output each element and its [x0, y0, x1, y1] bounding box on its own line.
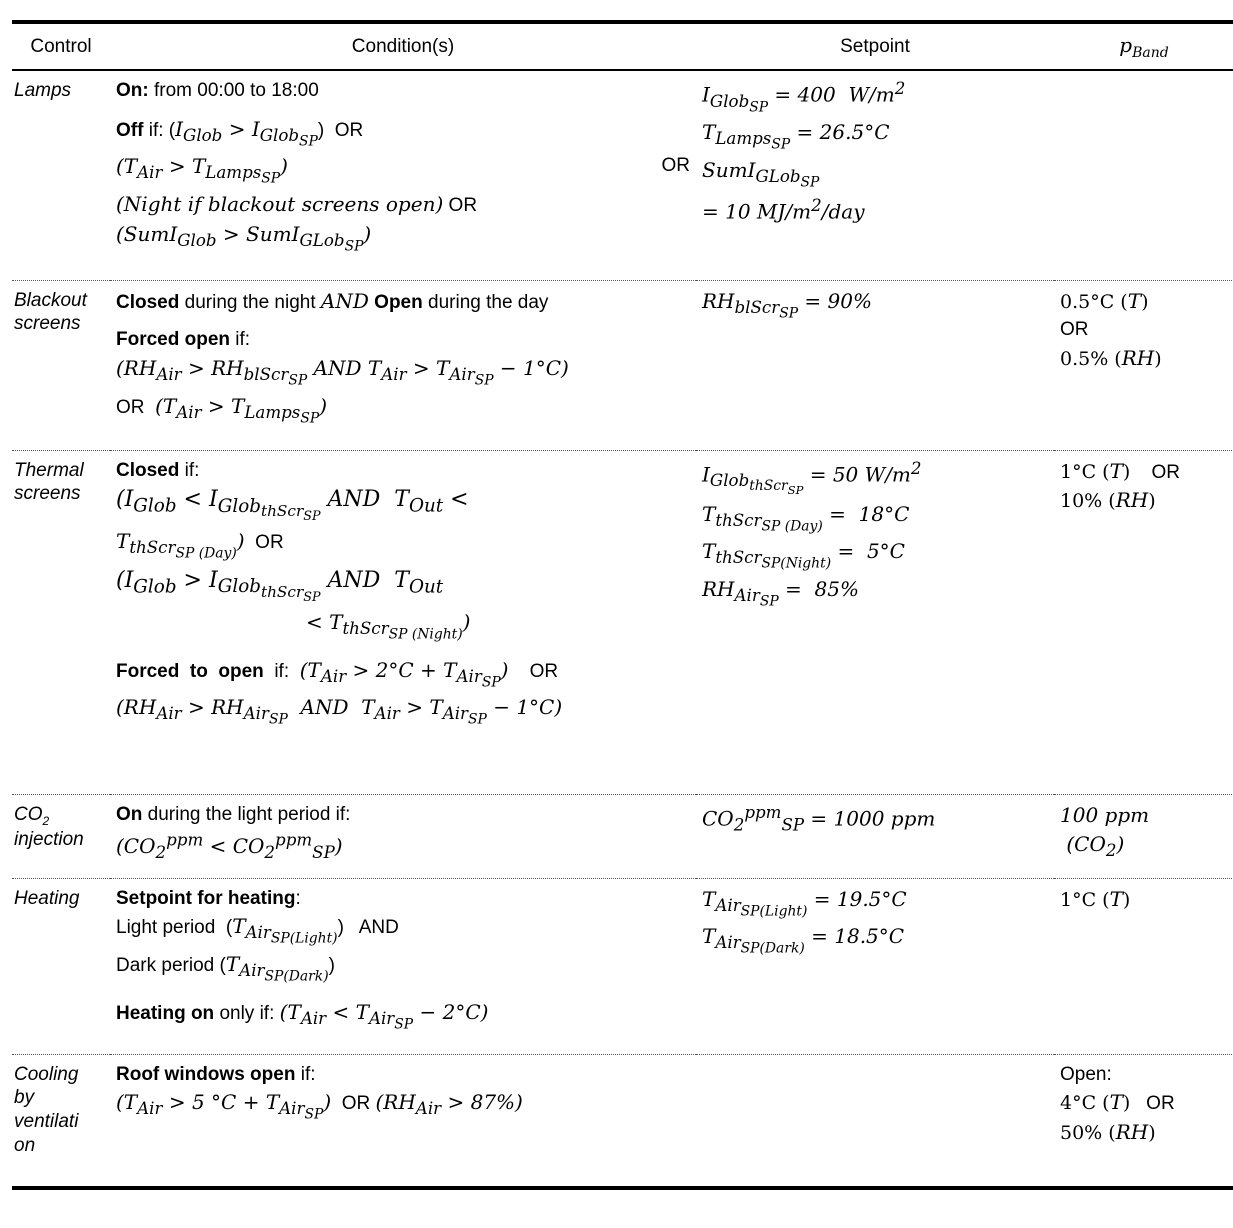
setpoint-line: = 10 MJ/m2/day — [702, 195, 865, 224]
band-line: (CO2) — [1060, 831, 1125, 860]
control-cell: Heating — [14, 887, 80, 909]
table-row-co2-injection: CO2 injection On during the light period… — [12, 794, 1233, 879]
setpoint-line: TAirSP(Light) = 19.5°C — [702, 886, 907, 920]
control-cell: CO2 injection — [14, 803, 84, 851]
condition-line: Heating on only if: (TAir < TAirSP − 2°C… — [116, 999, 489, 1033]
conditions-cell: Closed if: (IGlob < IGlobthScrSP AND TOu… — [110, 450, 696, 794]
band-line: 0.5°C (T) — [1060, 288, 1149, 313]
band-cell: 1°C (T) OR 10% (RH) — [1054, 450, 1233, 794]
condition-line: (TAir > 5 °C + TAirSP) OR (RHAir > 87%) — [116, 1090, 523, 1123]
condition-line: OR (TAir > TLampsSP) — [116, 393, 328, 427]
header-band: pBand — [1119, 32, 1169, 61]
condition-line: (TAir > TLampsSP) OR — [116, 154, 690, 187]
setpoint-line: TLampsSP = 26.5°C — [702, 120, 890, 153]
band-cell — [1054, 70, 1233, 280]
control-table: Control Condition(s) Setpoint pBand Lamp… — [12, 20, 1233, 1190]
condition-line: Forced open if: — [116, 329, 251, 351]
table-row-cooling: Cooling by ventilati on Roof windows open i… — [12, 1054, 1233, 1189]
setpoint-line: RHAirSP = 85% — [702, 577, 859, 610]
band-line: Open: — [1060, 1063, 1112, 1085]
setpoint-cell — [696, 1054, 1054, 1188]
setpoint-line: SumIGLobSP — [702, 158, 820, 191]
header-setpoint: Setpoint — [840, 35, 910, 57]
setpoint-line: TthScrSP(Night) = 5°C — [702, 539, 905, 572]
condition-line: (IGlob > IGlobthScrSP AND TOut — [116, 567, 444, 606]
condition-line: Setpoint for heating: — [116, 887, 301, 909]
conditions-cell: Closed during the night AND Open during … — [110, 280, 696, 450]
setpoint-line: RHblScrSP = 90% — [702, 288, 872, 321]
setpoint-cell: CO2ppmSP = 1000 ppm — [696, 794, 1054, 878]
condition-line: Closed during the night AND Open during … — [116, 288, 549, 313]
band-line: 50% (RH) — [1060, 1120, 1156, 1145]
table-row-thermal-screens: Thermal screens Closed if: (IGlob < IGlo… — [12, 450, 1233, 794]
setpoint-cell: RHblScrSP = 90% — [696, 280, 1054, 450]
condition-line: On: from 00:00 to 18:00 — [116, 80, 319, 101]
condition-line: Closed if: — [116, 459, 200, 481]
control-cell: Cooling by ventilati on — [14, 1063, 79, 1156]
condition-line: (RHAir > RHAirSP AND TAir > TAirSP − 1°C… — [116, 695, 563, 728]
condition-line: On during the light period if: — [116, 803, 351, 825]
condition-line: (SumIGlob > SumIGLobSP) — [116, 221, 372, 255]
band-line: OR — [1060, 319, 1089, 341]
header-conditions: Condition(s) — [351, 35, 455, 57]
band-line: 1°C (T) — [1060, 886, 1131, 911]
setpoint-cell: TAirSP(Light) = 19.5°C TAirSP(Dark) = 18… — [696, 878, 1054, 1054]
condition-line: (IGlob < IGlobthScrSP AND TOut < — [116, 487, 469, 525]
condition-line: (CO2ppm < CO2ppmSP) — [116, 830, 343, 862]
band-cell: Open: 4°C (T) OR 50% (RH) — [1054, 1054, 1233, 1188]
condition-line: (RHAir > RHblScrSP AND TAir > TAirSP − 1… — [116, 356, 569, 389]
setpoint-line: TthScrSP (Day) = 18°C — [702, 501, 910, 535]
condition-line: (Night if blackout screens open) OR — [116, 192, 478, 217]
header-control: Control — [30, 35, 92, 57]
band-cell: 1°C (T) — [1054, 878, 1233, 1054]
band-cell: 100 ppm (CO2) — [1054, 794, 1233, 878]
setpoint-line: TAirSP(Dark) = 18.5°C — [702, 924, 905, 957]
conditions-cell: On: from 00:00 to 18:00 Off if: (IGlob >… — [110, 70, 696, 280]
condition-line: < TthScrSP (Night)) — [306, 609, 471, 643]
band-line: 100 ppm — [1060, 802, 1150, 827]
band-line: 10% (RH) — [1060, 488, 1156, 513]
conditions-cell: Setpoint for heating: Light period (TAir… — [110, 878, 696, 1054]
table-row-heating: Heating Setpoint for heating: Light peri… — [12, 878, 1233, 1055]
condition-line: Off if: (IGlob > IGlobSP) OR — [116, 116, 364, 150]
header-row: Control Condition(s) Setpoint pBand — [12, 22, 1233, 70]
setpoint-line: CO2ppmSP = 1000 ppm — [702, 802, 936, 835]
condition-line: TthScrSP (Day)) OR — [116, 529, 284, 562]
condition-line: Roof windows open if: — [116, 1063, 316, 1085]
setpoint-cell: IGlobSP = 400 W/m2 TLampsSP = 26.5°C Sum… — [696, 70, 1054, 280]
condition-line: Dark period (TAirSP(Dark)) — [116, 952, 335, 985]
condition-line: Light period (TAirSP(Light)) AND — [116, 914, 399, 947]
band-line: 4°C (T) OR — [1060, 1090, 1175, 1115]
control-cell: Thermal screens — [14, 459, 84, 505]
control-cell: Blackout screens — [14, 289, 87, 335]
setpoint-line: IGlobthScrSP = 50 W/m2 — [702, 458, 922, 498]
condition-line: Forced to open if: (TAir > 2°C + TAirSP)… — [116, 657, 559, 690]
setpoint-line: IGlobSP = 400 W/m2 — [702, 79, 906, 115]
table-row-blackout-screens: Blackout screens Closed during the night… — [12, 280, 1233, 450]
band-line: 1°C (T) OR — [1060, 458, 1180, 483]
conditions-cell: Roof windows open if: (TAir > 5 °C + TAi… — [110, 1054, 696, 1188]
table-row-lamps: Lamps On: from 00:00 to 18:00 Off if: (I… — [12, 70, 1233, 280]
control-cell: Lamps — [14, 80, 72, 101]
band-cell: 0.5°C (T) OR 0.5% (RH) — [1054, 280, 1233, 450]
band-line: 0.5% (RH) — [1060, 346, 1162, 370]
setpoint-cell: IGlobthScrSP = 50 W/m2 TthScrSP (Day) = … — [696, 450, 1054, 794]
conditions-cell: On during the light period if: (CO2ppm <… — [110, 794, 696, 878]
